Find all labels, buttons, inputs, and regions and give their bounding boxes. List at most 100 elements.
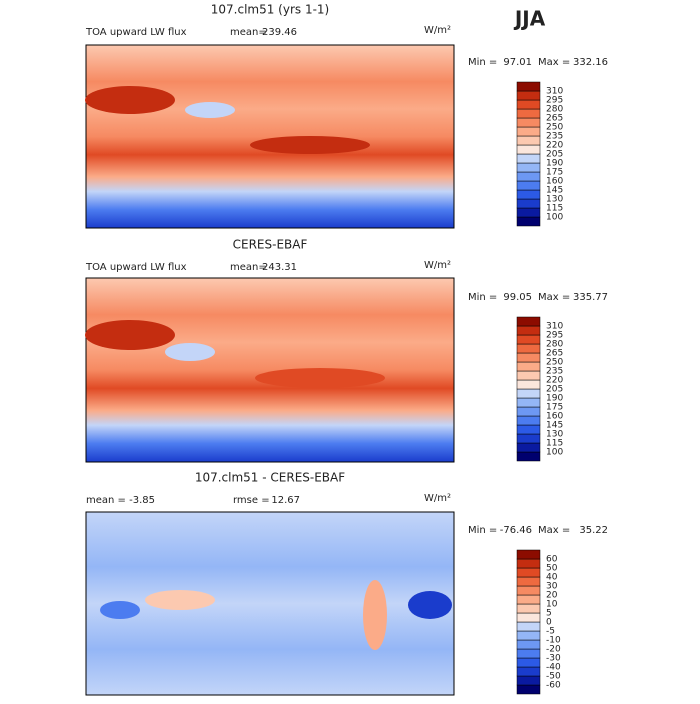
colorbar-box: [516, 657, 541, 668]
colorbar-box: [516, 189, 541, 200]
colorbar-box: [516, 397, 541, 408]
panel-title: CERES-EBAF: [233, 238, 308, 252]
mean-value: 243.31: [262, 262, 297, 273]
colorbar-box: [516, 144, 541, 155]
season-title: JJA: [513, 7, 546, 31]
colorbar-label: 130: [546, 430, 563, 440]
min-label: Min =: [468, 292, 497, 303]
min-value: -76.46: [500, 525, 532, 536]
colorbar-label: 265: [546, 349, 563, 359]
colorbar-box: [516, 81, 541, 92]
colorbar-box: [516, 424, 541, 435]
colorbar-box: [516, 153, 541, 164]
colorbar-box: [516, 316, 541, 327]
colorbar-box: [516, 433, 541, 444]
colorbar-label: 160: [546, 412, 563, 422]
max-label: Max =: [538, 57, 570, 68]
colorbar-box: [516, 594, 541, 605]
colorbar-label: 205: [546, 385, 563, 395]
colorbar-label: 50: [546, 564, 558, 574]
colorbar-label: -40: [546, 663, 561, 673]
colorbar-box: [516, 630, 541, 641]
max-label: Max =: [538, 525, 570, 536]
colorbar-label: 175: [546, 168, 563, 178]
colorbar-label: -10: [546, 636, 561, 646]
mean-label: mean=: [230, 262, 267, 273]
map: [85, 277, 455, 463]
colorbar-label: 115: [546, 204, 563, 214]
variable-label: TOA upward LW flux: [85, 27, 187, 38]
min-label: Min =: [468, 57, 497, 68]
colorbar-box: [516, 207, 541, 218]
colorbar-label: 205: [546, 150, 563, 160]
colorbar-box: [516, 549, 541, 560]
colorbar-label: 30: [546, 582, 558, 592]
colorbar-label: 145: [546, 186, 563, 196]
colorbar-label: 250: [546, 123, 563, 133]
colorbar-label: 160: [546, 177, 563, 187]
colorbar-label: 115: [546, 439, 563, 449]
colorbar-box: [516, 612, 541, 623]
colorbar-box: [516, 325, 541, 336]
units: W/m²: [424, 493, 451, 504]
colorbar-box: [516, 343, 541, 354]
colorbar-box: [516, 415, 541, 426]
colorbar-label: -20: [546, 645, 561, 655]
mean-label: mean=: [230, 27, 267, 38]
colorbar-label: 235: [546, 132, 563, 142]
colorbar-label: 145: [546, 421, 563, 431]
colorbar-label: 0: [546, 618, 552, 628]
colorbar-box: [516, 576, 541, 587]
colorbar-box: [516, 135, 541, 146]
colorbar-label: -5: [546, 627, 555, 637]
colorbar-box: [516, 666, 541, 677]
colorbar-box: [516, 684, 541, 695]
colorbar-box: [516, 379, 541, 390]
colorbar-box: [516, 198, 541, 209]
colorbar-box: [516, 621, 541, 632]
colorbar-label: 190: [546, 159, 563, 169]
colorbar-label: 130: [546, 195, 563, 205]
colorbar-label: -50: [546, 672, 561, 682]
colorbar-box: [516, 334, 541, 345]
mean-value: -3.85: [129, 495, 155, 506]
colorbar-label: 100: [546, 213, 563, 223]
mean-label: mean =: [86, 495, 126, 506]
panel-title: 107.clm51 - CERES-EBAF: [195, 471, 345, 485]
colorbar-box: [516, 567, 541, 578]
colorbar-box: [516, 639, 541, 650]
panel-title: 107.clm51 (yrs 1-1): [211, 3, 330, 17]
min-value: 99.05: [503, 292, 532, 303]
colorbar-label: 280: [546, 340, 563, 350]
variable-label: TOA upward LW flux: [85, 262, 187, 273]
min-value: 97.01: [503, 57, 532, 68]
colorbar-box: [516, 675, 541, 686]
colorbar-box: [516, 216, 541, 227]
colorbar-box: [516, 162, 541, 173]
colorbar-box: [516, 558, 541, 569]
max-value: 332.16: [573, 57, 608, 68]
colorbar-box: [516, 442, 541, 453]
min-label: Min =: [468, 525, 497, 536]
colorbar-box: [516, 388, 541, 399]
colorbar-label: 40: [546, 573, 558, 583]
colorbar-label: 235: [546, 367, 563, 377]
colorbar-box: [516, 585, 541, 596]
colorbar-label: 100: [546, 448, 563, 458]
colorbar-label: 310: [546, 87, 563, 97]
colorbar-box: [516, 90, 541, 101]
colorbar-label: 175: [546, 403, 563, 413]
colorbar-label: 220: [546, 376, 563, 386]
colorbar-label: 310: [546, 322, 563, 332]
units: W/m²: [424, 260, 451, 271]
colorbar-box: [516, 451, 541, 462]
rmse-label: rmse =: [233, 495, 270, 506]
colorbar-label: 60: [546, 555, 558, 565]
colorbar-label: 20: [546, 591, 558, 601]
colorbar-box: [516, 361, 541, 372]
mean-value: 239.46: [262, 27, 297, 38]
colorbar-label: 5: [546, 609, 552, 619]
map: [85, 511, 455, 696]
